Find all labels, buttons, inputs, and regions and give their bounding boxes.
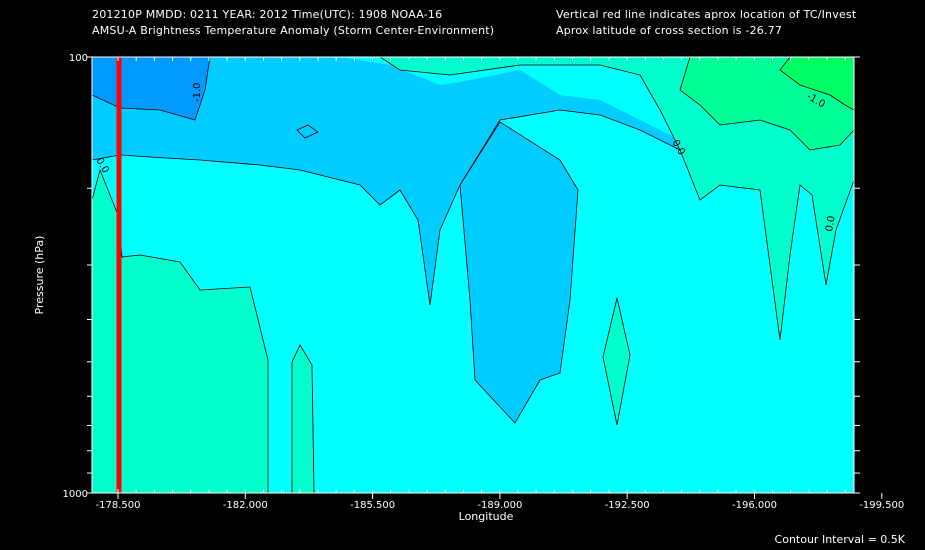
header-line2-left: AMSU-A Brightness Temperature Anomaly (S… — [92, 24, 495, 37]
contour-region-0-right — [380, 57, 854, 340]
x-tick-label: -189.000 — [477, 500, 522, 511]
contour-region-0-5-top — [380, 57, 660, 72]
contour-lines — [91, 56, 855, 494]
contour-interval: Contour Interval = 0.5K — [775, 533, 906, 546]
contour-region-neg1-upper — [92, 57, 700, 305]
header-line1-left: 201210P MMDD: 0211 YEAR: 2012 Time(UTC):… — [92, 8, 443, 21]
contour-region-1-right — [780, 57, 854, 110]
x-tick-label: -185.500 — [350, 500, 395, 511]
contour-region-0-spike-left — [292, 345, 314, 493]
x-tick-label: -199.500 — [859, 500, 904, 511]
axes: -178.500 -182.000 -185.500 -189.000 -192.500… — [63, 53, 905, 511]
x-tick-label: -178.500 — [96, 500, 141, 511]
contour-label: 0.0 — [824, 215, 838, 233]
contour-label: -1.0 — [192, 82, 203, 102]
header-line1-right: Vertical red line indicates aprox locati… — [556, 8, 857, 21]
x-tick-label: -196.000 — [732, 500, 777, 511]
y-tick-label: 100 — [69, 53, 88, 64]
contour-region-neg1-center — [460, 122, 578, 423]
y-axis-title: Pressure (hPa) — [33, 236, 46, 315]
y-tick-label: 1000 — [63, 489, 88, 500]
contour-region-0-left — [92, 170, 268, 493]
header-line2-right: Aprox latitude of cross section is -26.7… — [556, 24, 783, 37]
x-axis-title: Longitude — [459, 510, 514, 523]
x-tick-label: -192.500 — [605, 500, 650, 511]
x-tick-label: -182.000 — [223, 500, 268, 511]
plot-frame — [91, 56, 855, 494]
